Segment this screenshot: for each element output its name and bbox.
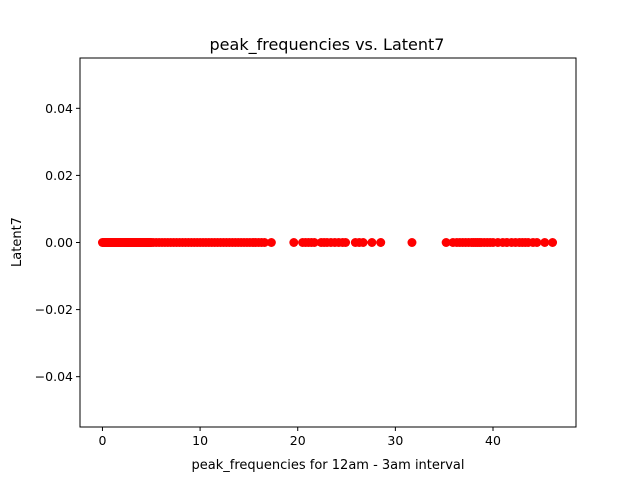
chart-title: peak_frequencies vs. Latent7 xyxy=(210,35,445,55)
data-point xyxy=(407,238,417,247)
data-point xyxy=(260,238,270,247)
x-axis-label: peak_frequencies for 12am - 3am interval xyxy=(192,458,465,473)
y-tick-label: −0.02 xyxy=(35,302,73,317)
y-axis-ticks: −0.04 −0.02 0.00 0.02 0.04 xyxy=(35,101,80,384)
data-point xyxy=(367,238,377,247)
x-tick-label: 30 xyxy=(387,433,403,448)
data-point xyxy=(289,238,299,247)
data-points xyxy=(97,238,558,247)
y-axis-label: Latent7 xyxy=(10,217,25,267)
data-point xyxy=(540,238,550,247)
data-point xyxy=(532,238,542,247)
x-axis-ticks: 0 10 20 30 40 xyxy=(98,427,501,448)
y-tick-label: 0.02 xyxy=(45,168,73,183)
data-point xyxy=(266,238,276,247)
data-point xyxy=(441,238,451,247)
y-tick-label: 0.00 xyxy=(45,235,73,250)
y-tick-label: −0.04 xyxy=(35,369,73,384)
data-point xyxy=(341,238,351,247)
data-point xyxy=(548,238,558,247)
data-point xyxy=(358,238,368,247)
data-point xyxy=(309,238,319,247)
data-point xyxy=(376,238,386,247)
y-tick-label: 0.04 xyxy=(45,101,73,116)
x-tick-label: 40 xyxy=(485,433,501,448)
x-tick-label: 0 xyxy=(98,433,106,448)
x-tick-label: 10 xyxy=(192,433,208,448)
x-tick-label: 20 xyxy=(290,433,306,448)
